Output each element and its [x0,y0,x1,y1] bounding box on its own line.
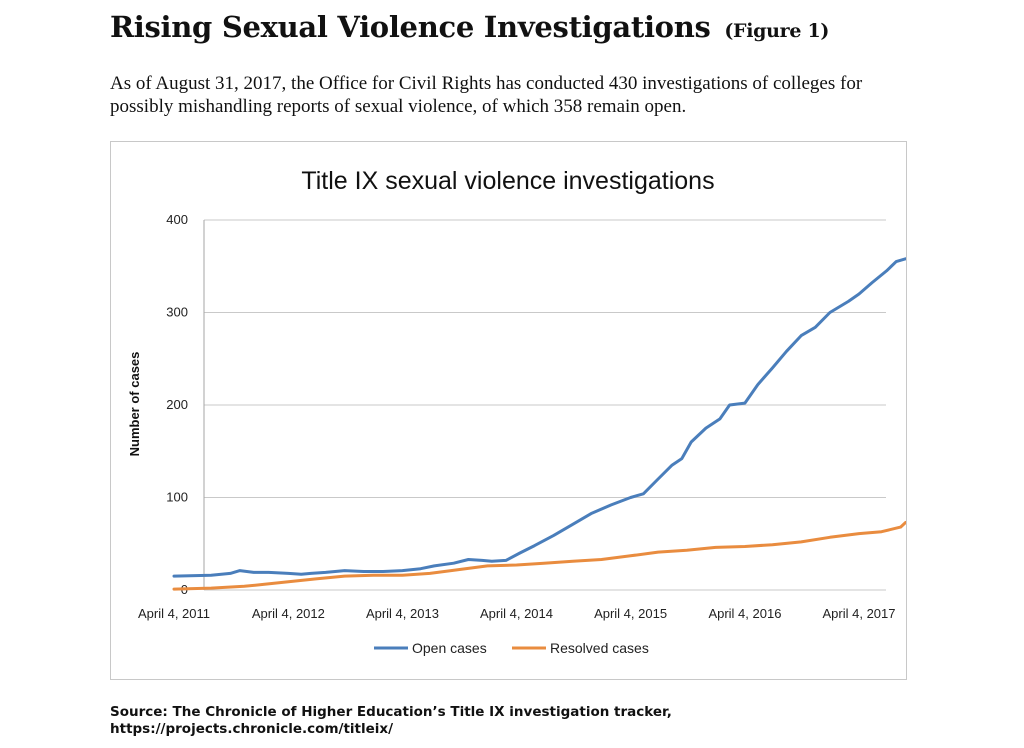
chart-title: Title IX sexual violence investigations [301,167,714,195]
chart-frame: Title IX sexual violence investigations … [110,141,907,680]
y-tick-100: 100 [166,490,188,505]
title-text: Rising Sexual Violence Investigations [110,10,711,44]
y-axis-label: Number of cases [127,352,142,457]
x-tick-3: April 4, 2014 [480,606,553,621]
y-tick-400: 400 [166,212,188,227]
x-tick-0: April 4, 2011 [138,606,210,621]
figure-label: (Figure 1) [724,20,830,42]
y-tick-300: 300 [166,305,188,320]
line-chart: Title IX sexual violence investigations … [127,167,906,656]
legend-label-1: Resolved cases [550,640,649,656]
intro-text: As of August 31, 2017, the Office for Ci… [110,73,863,117]
legend-label-0: Open cases [412,640,487,656]
series-lines [172,257,906,591]
legend: Open cases Resolved cases [374,640,649,656]
series-line-open-cases [172,257,906,578]
gridlines [204,219,886,591]
x-tick-1: April 4, 2012 [252,606,325,621]
series-line-resolved-cases [172,521,906,591]
source-line-2: https://projects.chronicle.com/titleix/ [110,721,394,737]
page-title: Rising Sexual Violence Investigations (F… [110,10,829,44]
source-line-1: Source: The Chronicle of Higher Educatio… [110,704,672,720]
x-tick-6: April 4, 2017 [823,606,896,621]
x-tick-labels: April 4, 2011 April 4, 2012 April 4, 2013 A… [138,606,896,621]
source-note: Source: The Chronicle of Higher Educatio… [110,704,672,738]
y-tick-200: 200 [166,397,188,412]
x-tick-5: April 4, 2016 [708,606,781,621]
x-tick-2: April 4, 2013 [366,606,439,621]
x-tick-4: April 4, 2015 [594,606,667,621]
